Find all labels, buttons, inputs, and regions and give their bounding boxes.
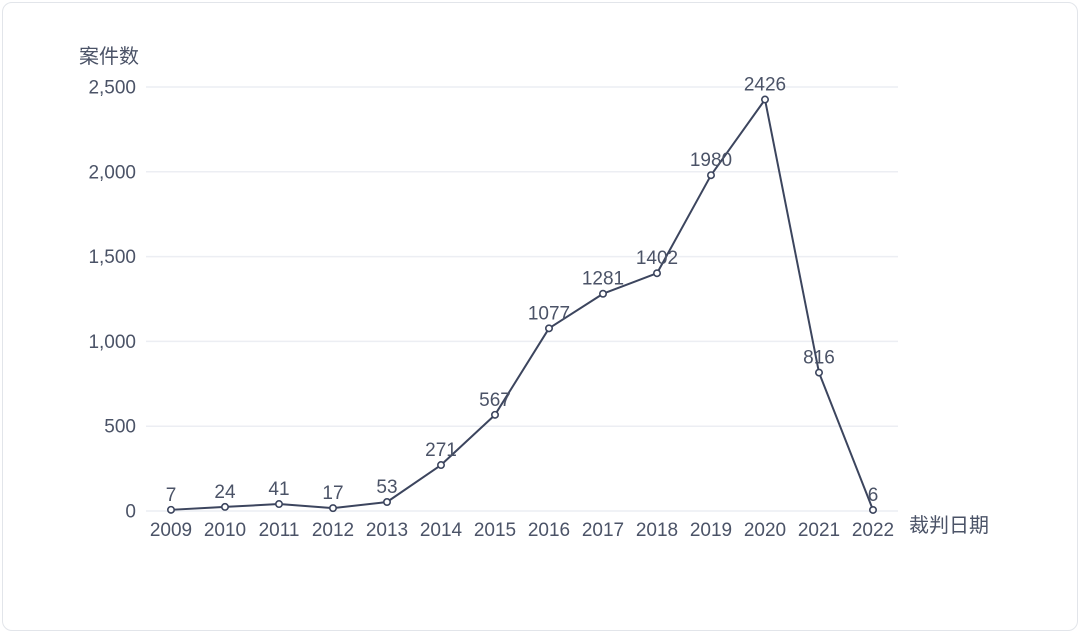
data-point-label: 1980 (690, 150, 732, 171)
y-tick-label: 1,500 (88, 247, 136, 268)
data-point-label: 17 (322, 483, 343, 504)
x-tick-label: 2021 (798, 520, 840, 541)
data-point-label: 7 (166, 485, 177, 506)
x-tick-label: 2014 (420, 520, 463, 541)
data-point-label: 6 (868, 485, 879, 506)
data-point-marker (600, 291, 606, 297)
data-point-marker (762, 96, 768, 102)
x-tick-label: 2011 (259, 520, 300, 541)
data-point-label: 24 (214, 482, 236, 503)
data-point-marker (384, 499, 390, 505)
x-tick-label: 2017 (582, 520, 624, 541)
data-point-label: 816 (803, 348, 835, 369)
data-point-label: 567 (479, 390, 511, 411)
x-tick-label: 2016 (528, 520, 570, 541)
x-tick-label: 2018 (636, 520, 678, 541)
x-axis-title: 裁判日期 (909, 516, 989, 536)
data-point-marker (816, 369, 822, 375)
x-tick-label: 2022 (852, 520, 894, 541)
data-point-label: 1402 (636, 248, 678, 269)
y-axis-title: 案件数 (79, 47, 139, 67)
y-tick-label: 1,000 (88, 332, 136, 353)
data-point-marker (654, 270, 660, 276)
y-tick-label: 2,000 (88, 162, 136, 183)
x-tick-label: 2019 (690, 520, 732, 541)
x-tick-label: 2015 (474, 520, 516, 541)
data-point-marker (222, 504, 228, 510)
data-point-marker (168, 507, 174, 513)
data-point-marker (438, 462, 444, 468)
data-point-marker (708, 172, 714, 178)
y-tick-label: 500 (104, 417, 136, 438)
line-chart: 0 500 1,000 1,500 2,000 2,500 2009 2010 2011 2012… (3, 3, 1080, 636)
data-point-marker (546, 325, 552, 331)
data-point-label: 41 (268, 479, 289, 500)
y-tick-label: 2,500 (88, 78, 136, 99)
data-point-label: 1281 (582, 269, 624, 290)
x-tick-label: 2020 (744, 520, 786, 541)
x-tick-label: 2012 (312, 520, 354, 541)
data-point-marker (276, 501, 282, 507)
series-line (171, 100, 873, 510)
data-point-marker (330, 505, 336, 511)
data-point-label: 2426 (744, 75, 786, 96)
data-point-marker (492, 412, 498, 418)
data-point-marker (870, 507, 876, 513)
x-tick-label: 2009 (150, 520, 192, 541)
y-tick-label: 0 (125, 502, 136, 523)
data-point-label: 1077 (528, 303, 570, 324)
x-tick-label: 2010 (204, 520, 246, 541)
data-point-label: 53 (376, 477, 397, 498)
data-point-label: 271 (425, 440, 457, 461)
x-tick-label: 2013 (366, 520, 408, 541)
